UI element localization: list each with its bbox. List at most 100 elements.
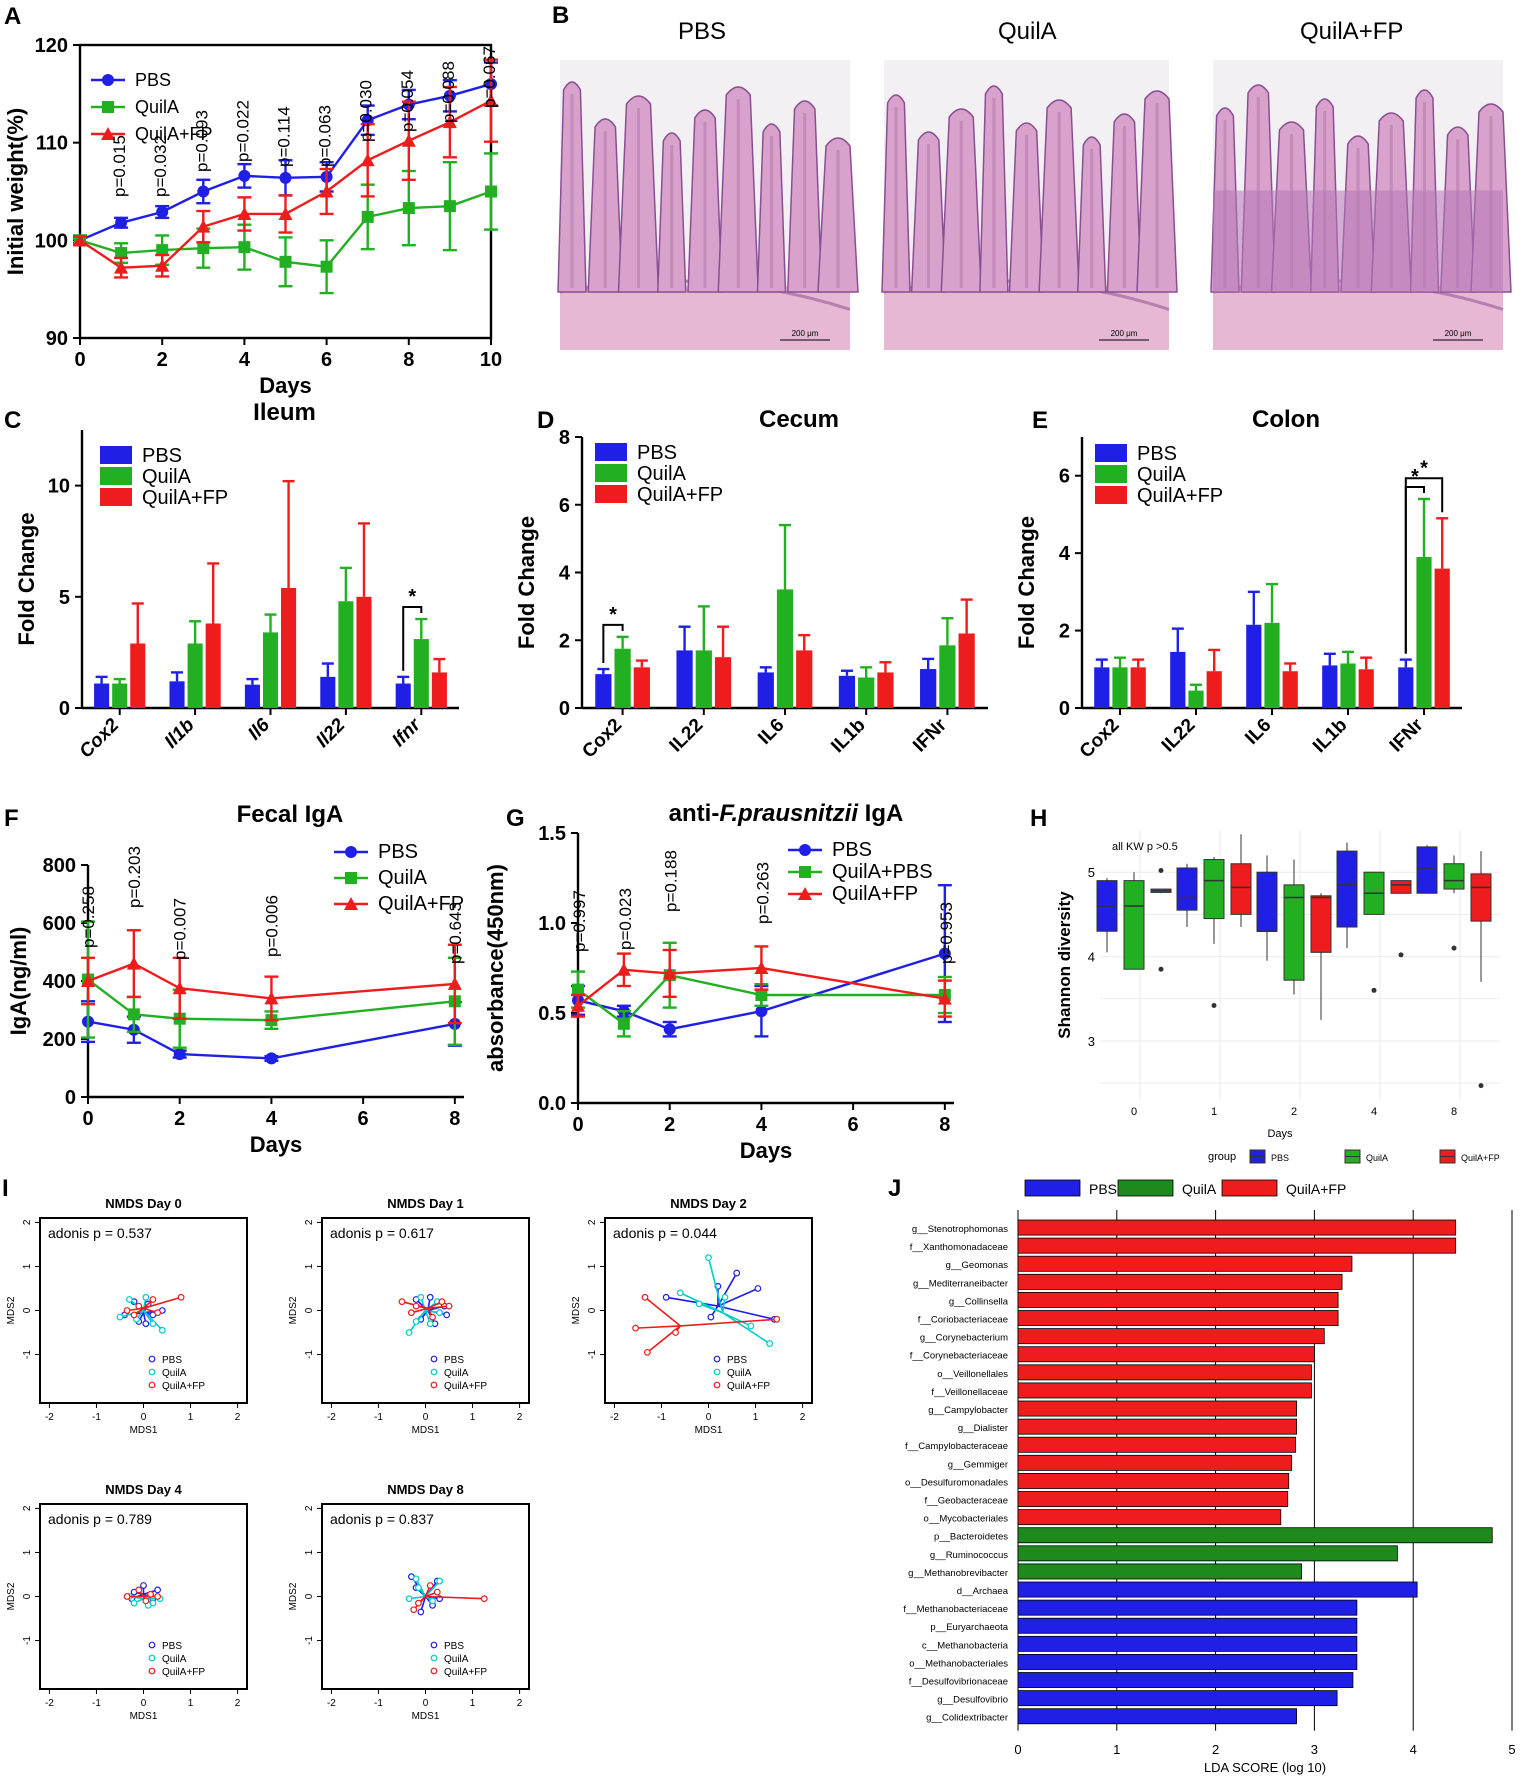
nmds-x-tick-label: 0 [423,1412,429,1423]
nmds-spider-PBS [415,1587,427,1598]
nmds-x-axis-label: MDS1 [412,1425,440,1436]
nmds-y-tick-label: 1 [587,1263,598,1269]
nmds-point-QuilA+FP [433,1588,441,1596]
nmds-point-QuilA [405,1595,413,1603]
legend-marker-QuilA+PBS [799,866,811,878]
nmds-spider-QuilA [142,1297,147,1311]
y-tick-label-F: 600 [43,913,76,935]
y-tick-label-F: 200 [43,1029,76,1051]
box-QuilA [1123,880,1145,970]
nmds-title: NMDS Day 2 [670,1196,747,1211]
lda-taxon-label: g__Campylobacter [928,1405,1008,1416]
box-PBS [1096,880,1118,932]
nmds-point-QuilA [405,1329,413,1336]
lda-bar [1017,1491,1289,1508]
nmds-x-tick-label: 0 [141,1412,147,1423]
nmds-legend-label: PBS [444,1641,464,1652]
nmds-point-QuilA+FP [672,1329,679,1336]
nmds-point-PBS [426,1293,434,1301]
legend-label-PBS: PBS [1137,443,1177,465]
significance-bracket [402,606,423,671]
x-axis-label-G: Days [740,1138,793,1163]
legend-label-QuilA: QuilA [378,867,428,889]
nmds-legend-marker [148,1368,156,1376]
nmds-point-PBS [429,1601,436,1609]
nmds-point-PBS [412,1584,420,1592]
nmds-point-QuilA [436,1577,444,1585]
nmds-spider-QuilA [420,1297,427,1311]
nmds-point-QuilA [766,1340,774,1347]
nmds-point-QuilA+FP [773,1315,781,1323]
histology-images: 200 μm 200 μm 200 μm [557,60,1512,350]
data-point-QuilA [485,185,497,198]
x-tick-label-A: 6 [321,349,332,371]
nmds-legend-marker [430,1381,438,1389]
panel-letter-b: B [552,2,570,29]
nmds-spider-QuilA [135,1309,145,1320]
nmds-point-PBS [407,1573,415,1581]
data-point-QuilA [173,1012,186,1025]
legend-swatch-QuilA [100,467,132,485]
nmds-spider-QuilA+FP [138,1305,144,1310]
p-value-annotation: p=0.188 [662,850,681,912]
nmds-legend-label: QuilA [162,1368,187,1379]
lda-taxon-label: g__Collinsella [949,1296,1009,1307]
bar-QuilA [187,643,203,708]
nmds-x-tick-label: -2 [327,1412,336,1423]
nmds-spider-PBS [666,1296,719,1307]
lda-bar [1017,1708,1298,1725]
p-value-annotation: p=0.023 [616,888,635,950]
box-QuilA+FP [1470,873,1492,922]
legend-label-QuilA+PBS: QuilA+PBS [832,861,933,883]
nmds-point-QuilA+FP [177,1293,185,1301]
bar-QuilA+FP [356,596,372,708]
series-line-QuilA+FP [87,962,455,1000]
nmds-point-PBS [412,1296,420,1303]
data-point-PBS [755,1005,768,1018]
x-tick-label-F: 8 [449,1108,460,1130]
nmds-point-QuilA [705,1254,712,1262]
lda-bar [1017,1418,1298,1435]
nmds-x-tick-label: -2 [45,1412,54,1423]
data-point-PBS [572,994,584,1007]
significance-star: * [609,604,617,626]
nmds-point-QuilA+FP [407,1309,415,1317]
nmds-point-QuilA+FP [147,1590,154,1598]
data-point-QuilA [361,210,374,223]
bar-QuilA [858,677,875,708]
nmds-x-tick-label: 1 [470,1412,476,1423]
lda-taxon-label: g__Desulfovibrio [937,1695,1008,1706]
nmds-point-PBS [443,1311,451,1319]
chart-title-C: Ileum [253,399,316,426]
data-point-QuilA+PBS [663,969,676,982]
chart-title-G-suffix: IgA [858,800,903,827]
nmds-spider-QuilA [424,1310,431,1324]
bar-QuilA+FP [1206,671,1222,708]
nmds-spider-QuilA [425,1595,433,1602]
nmds-y-tick-label: 0 [587,1307,598,1313]
nmds-legend-marker [148,1667,156,1675]
nmds-spider-PBS [425,1595,440,1600]
data-point-QuilA+FP [196,219,211,233]
nmds-y-tick-label: 2 [304,1219,315,1225]
nmds-legend-marker [713,1368,721,1376]
lda-bar [1017,1599,1358,1616]
nmds-x-tick-label: 1 [188,1412,194,1423]
data-point-QuilA [402,202,415,215]
lda-taxon-label: o__Veillonellales [937,1369,1008,1380]
nmds-spider-PBS [420,1309,429,1320]
bar-PBS [920,669,937,708]
x-tick-label-G: 6 [848,1114,859,1136]
y-tick-label-D: 6 [559,495,570,517]
nmds-point-QuilA+FP [149,1296,157,1303]
nmds-point-PBS [142,1320,150,1328]
legend-marker-QuilA+FP [344,897,358,910]
lda-x-tick-label: 4 [1410,1742,1417,1757]
bar-QuilA [1416,557,1432,708]
nmds-spider-QuilA [415,1309,427,1323]
lda-bar [1017,1328,1325,1345]
x-axis-label-A: Days [259,373,312,398]
x-tick-label-H: 0 [1131,1106,1137,1118]
nmds-spider-QuilA+FP [413,1595,427,1611]
lda-bar [1017,1527,1493,1544]
